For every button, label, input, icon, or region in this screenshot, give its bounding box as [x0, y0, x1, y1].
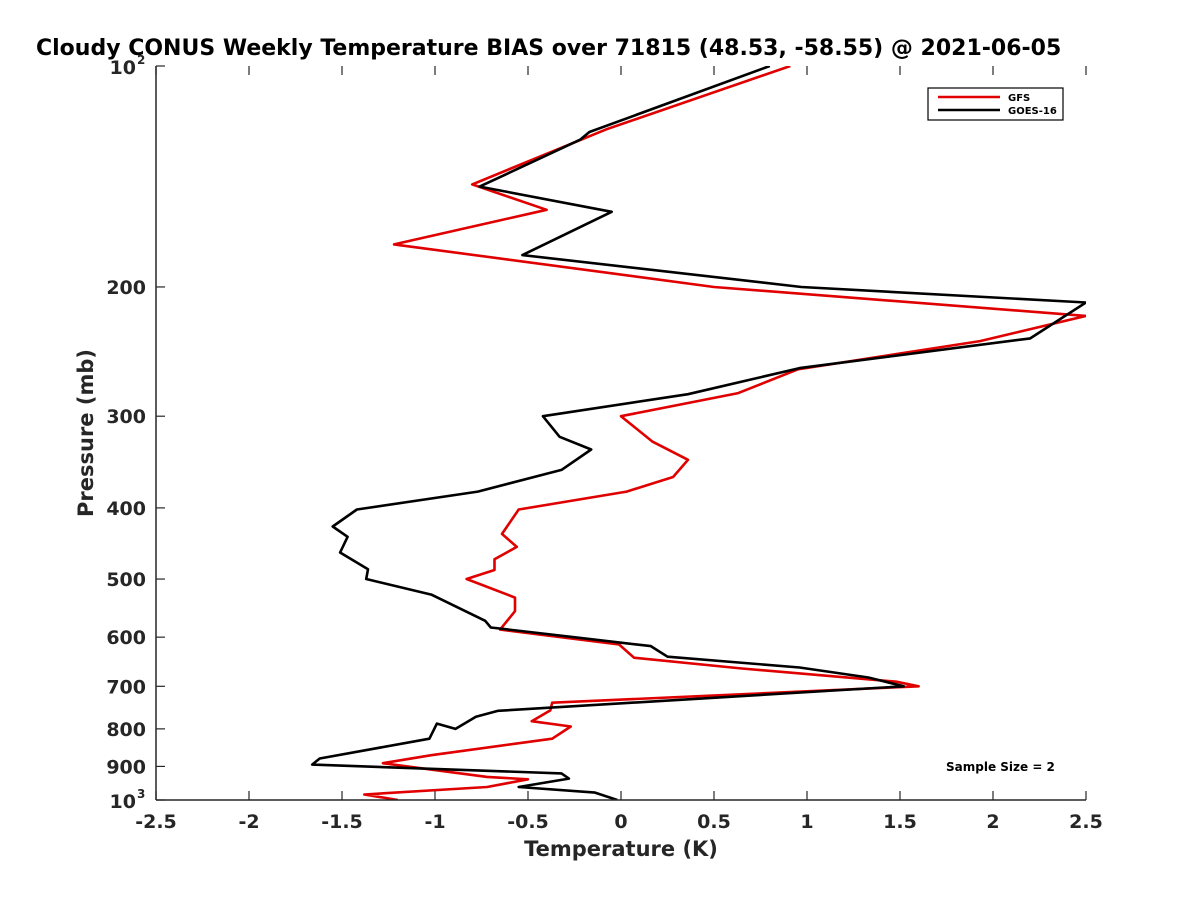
- series-line-goes16: [310, 66, 1086, 800]
- legend-box: [927, 87, 1064, 121]
- series-line-gfs: [362, 66, 1086, 800]
- y-tick-label: 10: [110, 57, 136, 79]
- x-ticks: -2.5 -2 -1.5 -1 -0.5 0 0.5 1 1.5 2 2.5: [135, 66, 1103, 833]
- sample-size-annotation: Sample Size = 2: [946, 760, 1055, 774]
- legend: GFS GOES-16: [927, 87, 1064, 121]
- x-tick-label: 2.5: [1069, 811, 1103, 833]
- y-tick-label: 600: [106, 627, 146, 649]
- y-tick-label: 900: [106, 756, 146, 778]
- y-tick-label: 500: [106, 569, 146, 591]
- series-layer: [310, 66, 1086, 800]
- y-tick-label: 800: [106, 719, 146, 741]
- y-tick-label: 10: [110, 791, 136, 813]
- y-tick-label: 300: [106, 406, 146, 428]
- y-tick-exponent: 3: [137, 787, 145, 801]
- y-tick-label: 400: [106, 498, 146, 520]
- y-tick-label: 700: [106, 676, 146, 698]
- x-tick-label: -2.5: [135, 811, 177, 833]
- y-tick-exponent: 2: [137, 53, 145, 67]
- legend-label-goes16: GOES-16: [1008, 106, 1057, 117]
- x-tick-label: -2: [238, 811, 259, 833]
- x-tick-label: 1: [800, 811, 813, 833]
- y-axis-label: Pressure (mb): [74, 349, 98, 517]
- x-tick-label: 0: [614, 811, 627, 833]
- x-tick-label: 0.5: [697, 811, 731, 833]
- x-tick-label: -0.5: [507, 811, 549, 833]
- chart-title: Cloudy CONUS Weekly Temperature BIAS ove…: [36, 36, 1061, 61]
- x-tick-label: 2: [986, 811, 999, 833]
- legend-label-gfs: GFS: [1008, 93, 1030, 104]
- x-tick-label: -1: [424, 811, 445, 833]
- y-tick-label: 200: [106, 277, 146, 299]
- x-axis-label: Temperature (K): [524, 837, 718, 861]
- x-tick-label: -1.5: [321, 811, 363, 833]
- x-tick-label: 1.5: [883, 811, 917, 833]
